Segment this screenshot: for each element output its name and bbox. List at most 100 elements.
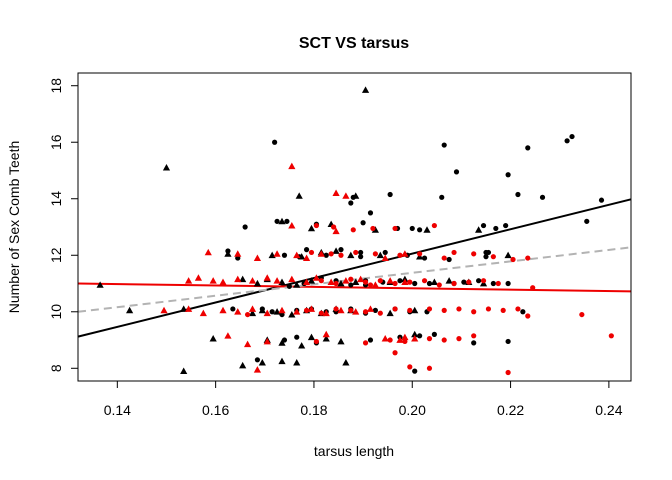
triangle-point [411,330,419,338]
x-tick-label: 0.18 [300,402,327,418]
triangle-point [239,361,247,369]
circle-point [493,225,499,232]
triangle-point [381,254,389,261]
circle-point [451,249,457,256]
circle-point [485,249,492,256]
circle-point [431,222,437,229]
circle-point [505,172,511,178]
circle-point [426,306,433,312]
triangle-point [352,192,360,199]
circle-point [436,282,442,288]
x-tick-label: 0.20 [399,402,426,418]
triangle-point [288,310,296,318]
circle-point [254,357,261,363]
triangle-point [224,250,232,257]
x-axis: 0.14 0.16 0.18 0.20 0.22 0.24 [104,380,623,418]
triangle-point [307,333,316,341]
triangle-point [327,278,335,285]
circle-point [350,227,356,233]
circle-point [579,311,585,318]
series-1 [96,86,512,374]
triangle-point [376,251,384,259]
circle-point [372,251,378,257]
y-axis: 8 10 12 14 16 18 [48,78,79,372]
circle-point [407,307,413,313]
circle-point [279,311,285,318]
triangle-point [199,309,207,317]
triangle-point [295,192,303,199]
x-tick-label: 0.22 [497,402,524,418]
triangle-point [337,306,345,314]
triangle-point [248,309,257,317]
triangle-point [243,340,252,348]
circle-point [313,222,320,229]
circle-point [242,224,248,230]
circle-point [331,224,337,230]
circle-point [338,247,344,253]
circle-point [490,254,496,260]
circle-point [471,340,477,346]
circle-point [318,310,324,316]
fit-lines [77,198,632,338]
triangle-point [253,254,262,261]
triangle-point [253,279,262,287]
circle-point [360,220,366,226]
black-fit-line [77,198,632,338]
chart-title: SCT VS tarsus [299,35,409,52]
circle-point [426,280,433,287]
circle-point [348,282,354,288]
triangle-point [504,251,512,259]
circle-point [370,225,376,232]
triangle-point [263,274,271,281]
circle-point [284,218,290,224]
circle-point [407,364,413,370]
circle-point [451,280,457,287]
y-tick-label: 8 [48,364,64,372]
circle-point [441,255,447,261]
triangle-point [126,306,134,314]
circle-point [426,336,433,342]
x-tick-label: 0.16 [202,402,229,418]
triangle-point [288,275,296,283]
circle-point [323,252,329,258]
y-axis-label: Number of Sex Comb Teeth [6,141,22,314]
y-tick-label: 10 [48,304,64,320]
circle-point [453,169,460,175]
triangle-point [322,309,330,317]
triangle-point [386,309,394,317]
circle-point [421,278,428,284]
triangle-point [322,330,330,338]
circle-point [471,309,477,315]
circle-point [525,313,531,319]
x-tick-label: 0.24 [595,402,622,418]
triangle-point [366,305,375,312]
circle-point [303,247,310,253]
x-axis-label: tarsus length [314,443,394,459]
series-2 [244,222,614,376]
data-points [96,86,614,376]
circle-point [530,285,536,291]
circle-point [417,333,423,339]
circle-point [244,311,251,318]
circle-point [471,251,477,257]
circle-point [505,369,511,376]
triangle-point [347,251,355,259]
y-tick-label: 12 [48,247,64,263]
circle-point [476,278,482,284]
circle-point [281,252,288,258]
circle-point [392,225,398,232]
triangle-point [307,224,316,232]
red-fit-line [77,282,632,293]
circle-point [407,279,413,285]
circle-point [397,278,403,284]
circle-point [367,337,374,343]
circle-point [515,306,521,312]
triangle-point [430,278,438,285]
circle-point [495,280,501,287]
circle-point [269,309,275,315]
circle-point [294,334,300,340]
circle-point [525,255,531,261]
circle-point [608,333,614,339]
triangle-point [371,281,379,288]
